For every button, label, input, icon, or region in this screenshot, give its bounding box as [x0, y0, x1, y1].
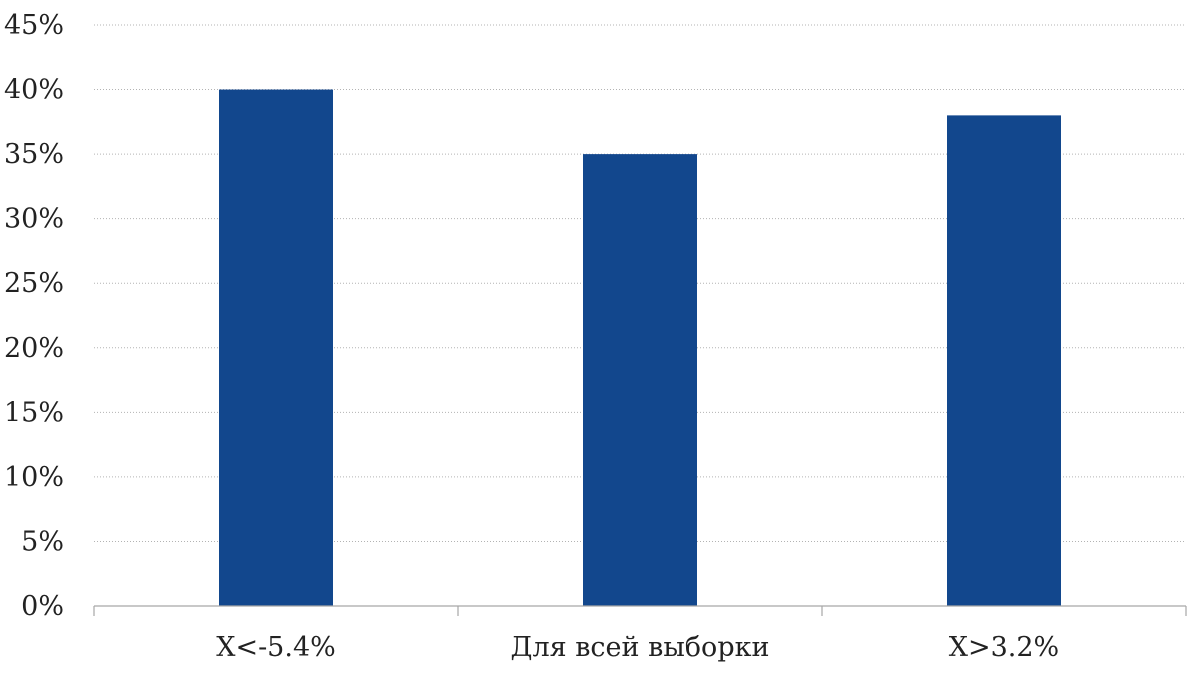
- y-tick-label: 35%: [4, 139, 64, 170]
- y-tick-label: 0%: [21, 591, 64, 622]
- x-tick-label: Для всей выборки: [511, 632, 770, 663]
- y-tick-label: 5%: [21, 526, 64, 557]
- y-tick-label: 45%: [4, 10, 64, 41]
- x-tick-labels: X<-5.4% Для всей выборки X>3.2%: [216, 632, 1059, 663]
- y-tick-label: 30%: [4, 204, 64, 235]
- bar-3: [947, 115, 1061, 606]
- x-tick-label: X<-5.4%: [216, 632, 336, 663]
- bar-2: [583, 154, 697, 606]
- y-tick-label: 20%: [4, 333, 64, 364]
- y-tick-label: 40%: [4, 75, 64, 106]
- y-tick-label: 15%: [4, 397, 64, 428]
- x-tick-label: X>3.2%: [949, 632, 1059, 663]
- y-tick-labels: 0% 5% 10% 15% 20% 25% 30% 35% 40% 45%: [4, 10, 64, 622]
- bar-1: [219, 89, 333, 607]
- y-tick-label: 25%: [4, 268, 64, 299]
- bars-layer: [219, 89, 1061, 607]
- y-tick-label: 10%: [4, 462, 64, 493]
- axis-layer: [93, 605, 1187, 616]
